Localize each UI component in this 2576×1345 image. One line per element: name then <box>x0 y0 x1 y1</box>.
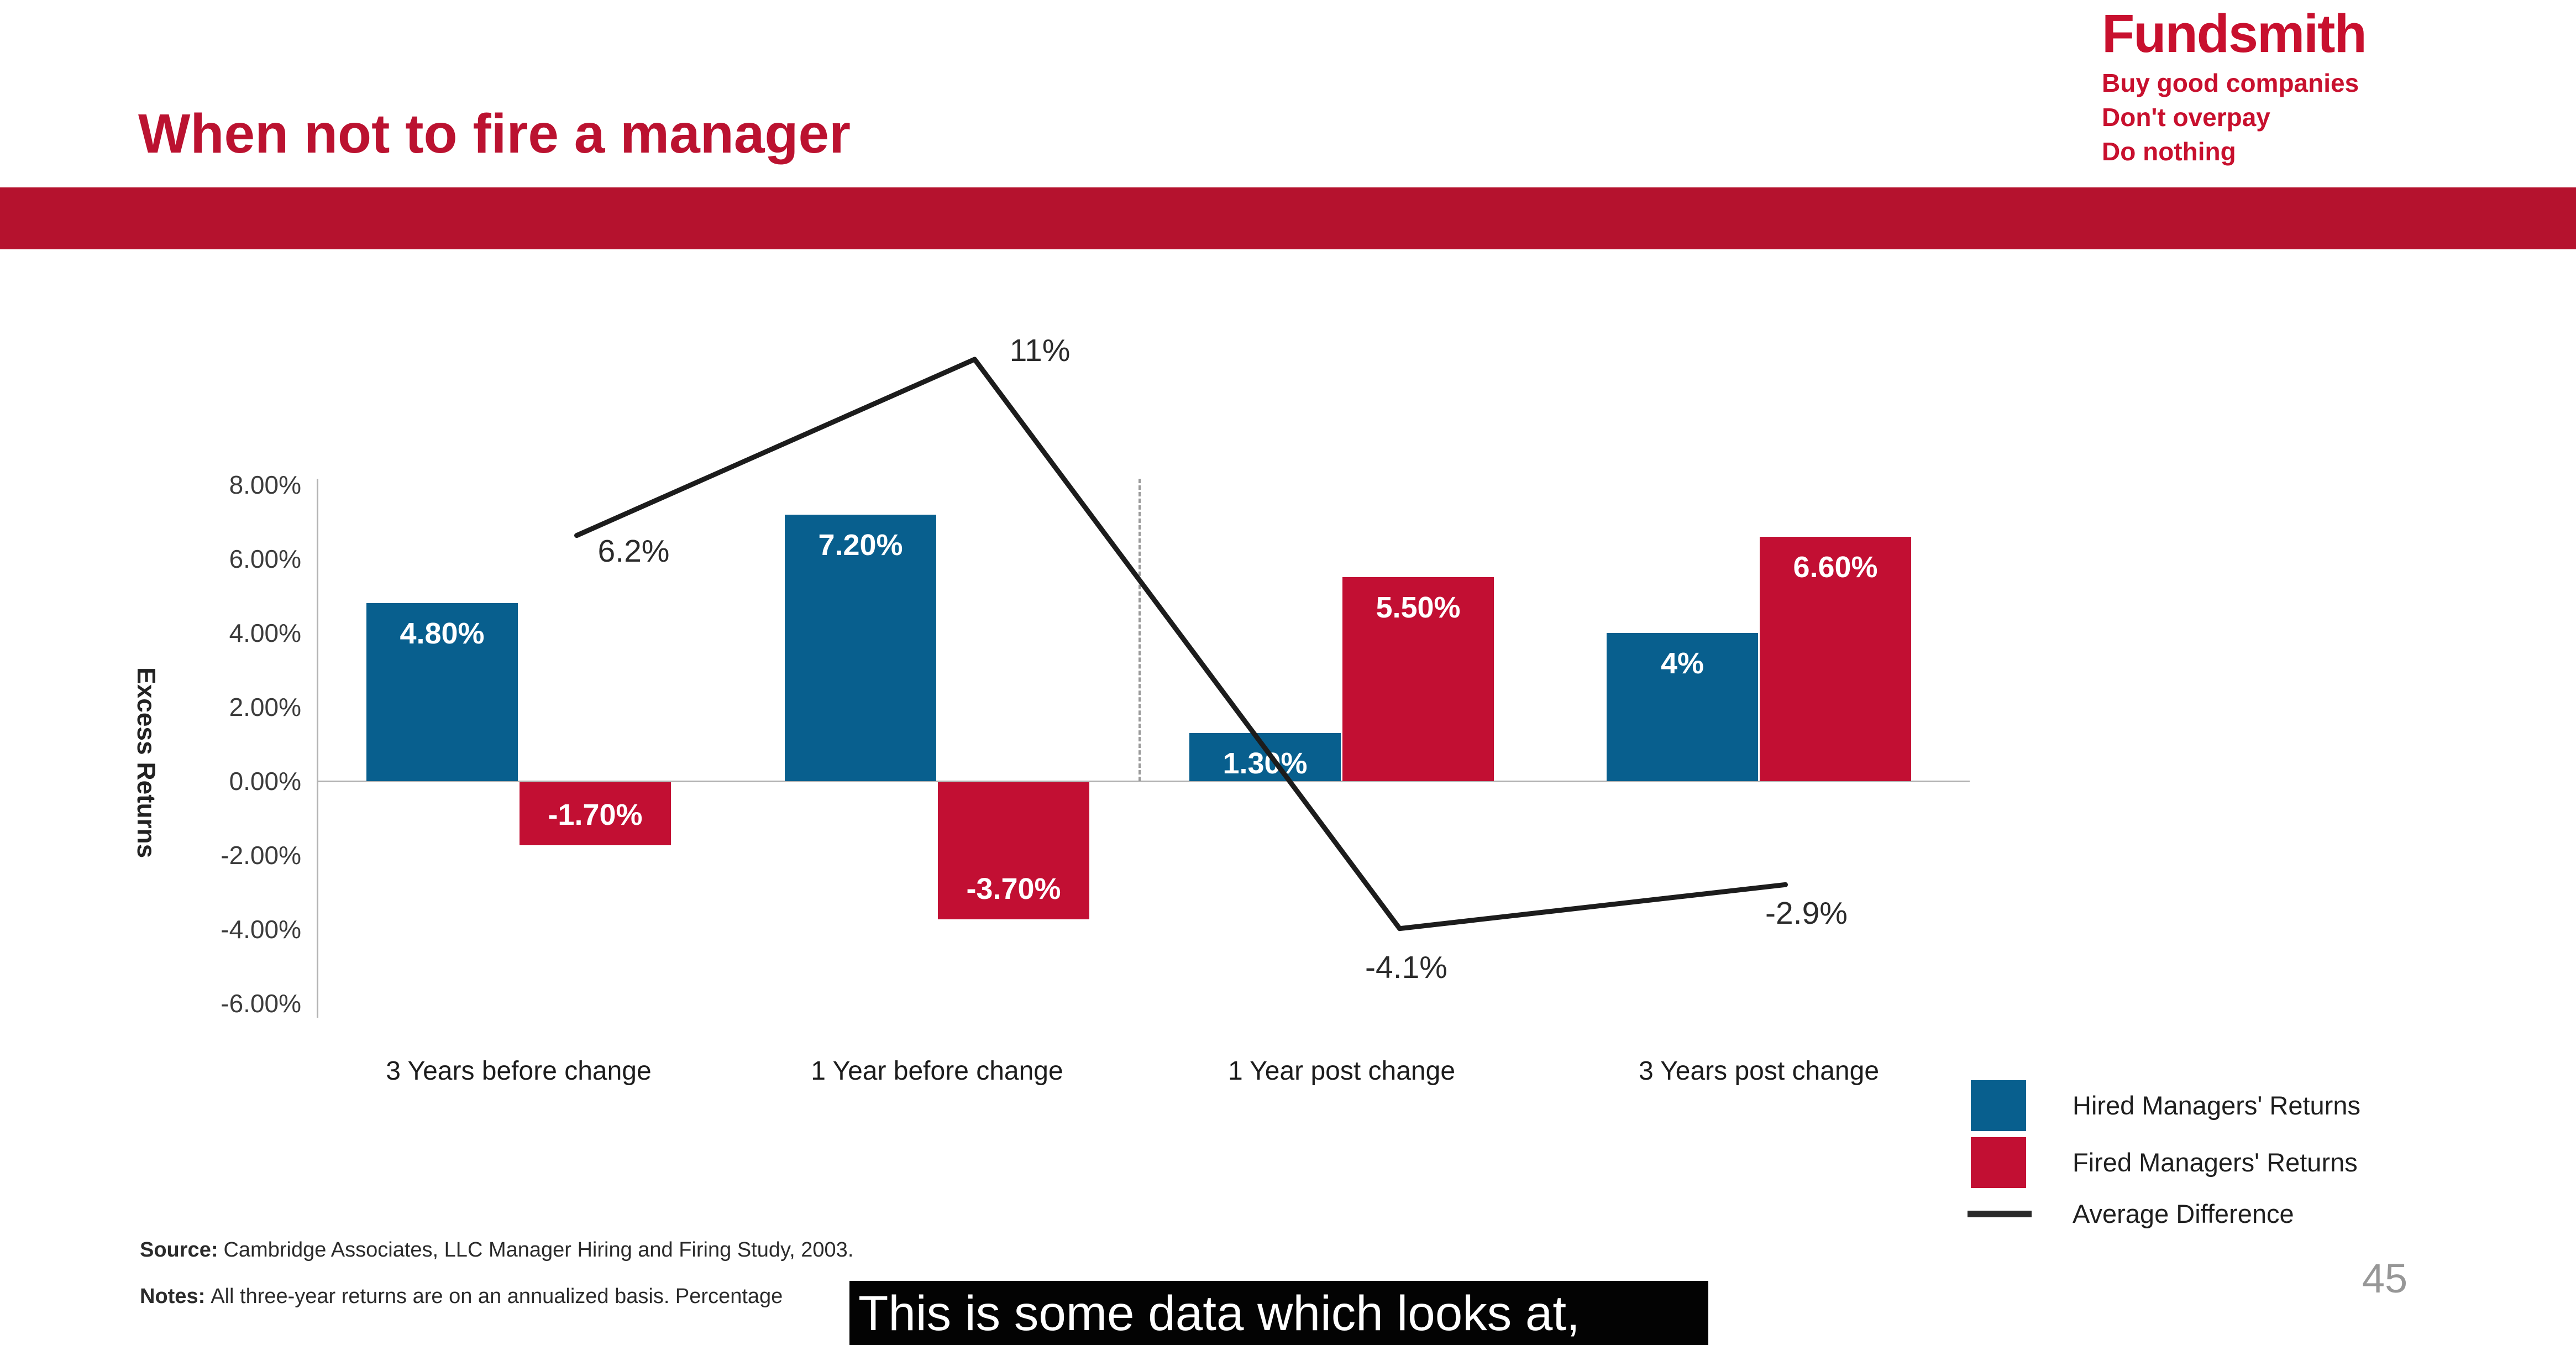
x-axis-zero-line <box>318 781 1970 782</box>
bar-fired-0 <box>520 782 671 845</box>
legend-label-2: Average Difference <box>2073 1199 2294 1228</box>
bar-value-label: 4.80% <box>400 617 485 650</box>
brand-banner <box>0 187 2576 249</box>
line-value-label: 6.2% <box>597 533 670 569</box>
y-axis-tick-label: 2.00% <box>229 693 301 721</box>
y-axis-title: Excess Returns <box>132 667 161 859</box>
before-after-separator-line <box>1139 479 1141 781</box>
y-axis-tick-label: -6.00% <box>221 989 301 1018</box>
x-category-label: 3 Years post change <box>1638 1056 1880 1086</box>
bar-value-label: 7.20% <box>818 528 903 562</box>
legend-label-0: Hired Managers' Returns <box>2073 1091 2360 1120</box>
legend-swatch-0 <box>1971 1080 2026 1131</box>
bar-value-label: 6.60% <box>1793 551 1878 584</box>
bar-hired-2 <box>1189 733 1341 781</box>
source-label: Source: <box>140 1238 218 1262</box>
notes-note: Notes: All three-year returns are on an a… <box>140 1285 783 1309</box>
y-axis-tick-label: 6.00% <box>229 545 301 573</box>
y-axis-tick-label: 0.00% <box>229 767 301 796</box>
line-value-label: -4.1% <box>1365 949 1447 985</box>
line-value-label: 11% <box>1009 333 1071 368</box>
bar-fired-1 <box>938 782 1089 919</box>
bar-hired-0 <box>366 603 518 781</box>
bar-fired-2 <box>1342 577 1494 781</box>
y-axis-line <box>317 479 318 1018</box>
logo-tagline: Don't overpay <box>2102 103 2270 132</box>
bar-value-label: -3.70% <box>966 872 1061 906</box>
bar-fired-3 <box>1760 537 1911 781</box>
subtitle-caption: This is some data which looks at, <box>849 1281 1708 1345</box>
logo-wordmark: Fundsmith <box>2102 3 2367 64</box>
x-category-label: 1 Year post change <box>1227 1056 1456 1086</box>
bar-hired-3 <box>1607 633 1758 781</box>
y-axis-tick-label: 4.00% <box>229 619 301 647</box>
bar-value-label: -1.70% <box>548 798 643 831</box>
fundsmith-logo: Fundsmith Buy good companies Don't overp… <box>2102 3 2367 169</box>
bar-hired-1 <box>785 515 936 781</box>
y-axis-tick-label: 8.00% <box>229 470 301 499</box>
page-title: When not to fire a manager <box>138 103 851 165</box>
line-value-label: -2.9% <box>1765 896 1848 931</box>
subtitle-caption-text: This is some data which looks at, <box>858 1285 1580 1341</box>
logo-tagline: Do nothing <box>2102 137 2236 166</box>
x-category-label: 3 Years before change <box>386 1056 652 1086</box>
page-number: 45 <box>2362 1255 2408 1301</box>
legend-label-1: Fired Managers' Returns <box>2073 1148 2358 1177</box>
y-axis-tick-label: -4.00% <box>221 915 301 944</box>
logo-taglines: Buy good companies Don't overpay Do noth… <box>2102 66 2366 169</box>
notes-text: All three-year returns are on an annuali… <box>211 1285 783 1308</box>
logo-tagline: Buy good companies <box>2102 69 2359 97</box>
bar-value-label: 4% <box>1660 647 1704 680</box>
bar-value-label: 5.50% <box>1376 591 1461 624</box>
legend-line-swatch <box>1968 1211 2032 1217</box>
average-difference-line <box>574 357 1788 931</box>
source-note: Source: Cambridge Associates, LLC Manager… <box>140 1238 853 1262</box>
y-axis-tick-label: -2.00% <box>221 841 301 870</box>
x-category-label: 1 Year before change <box>811 1056 1063 1086</box>
notes-label: Notes: <box>140 1285 206 1308</box>
source-text: Cambridge Associates, LLC Manager Hiring… <box>223 1238 854 1262</box>
legend-swatch-1 <box>1971 1137 2026 1188</box>
